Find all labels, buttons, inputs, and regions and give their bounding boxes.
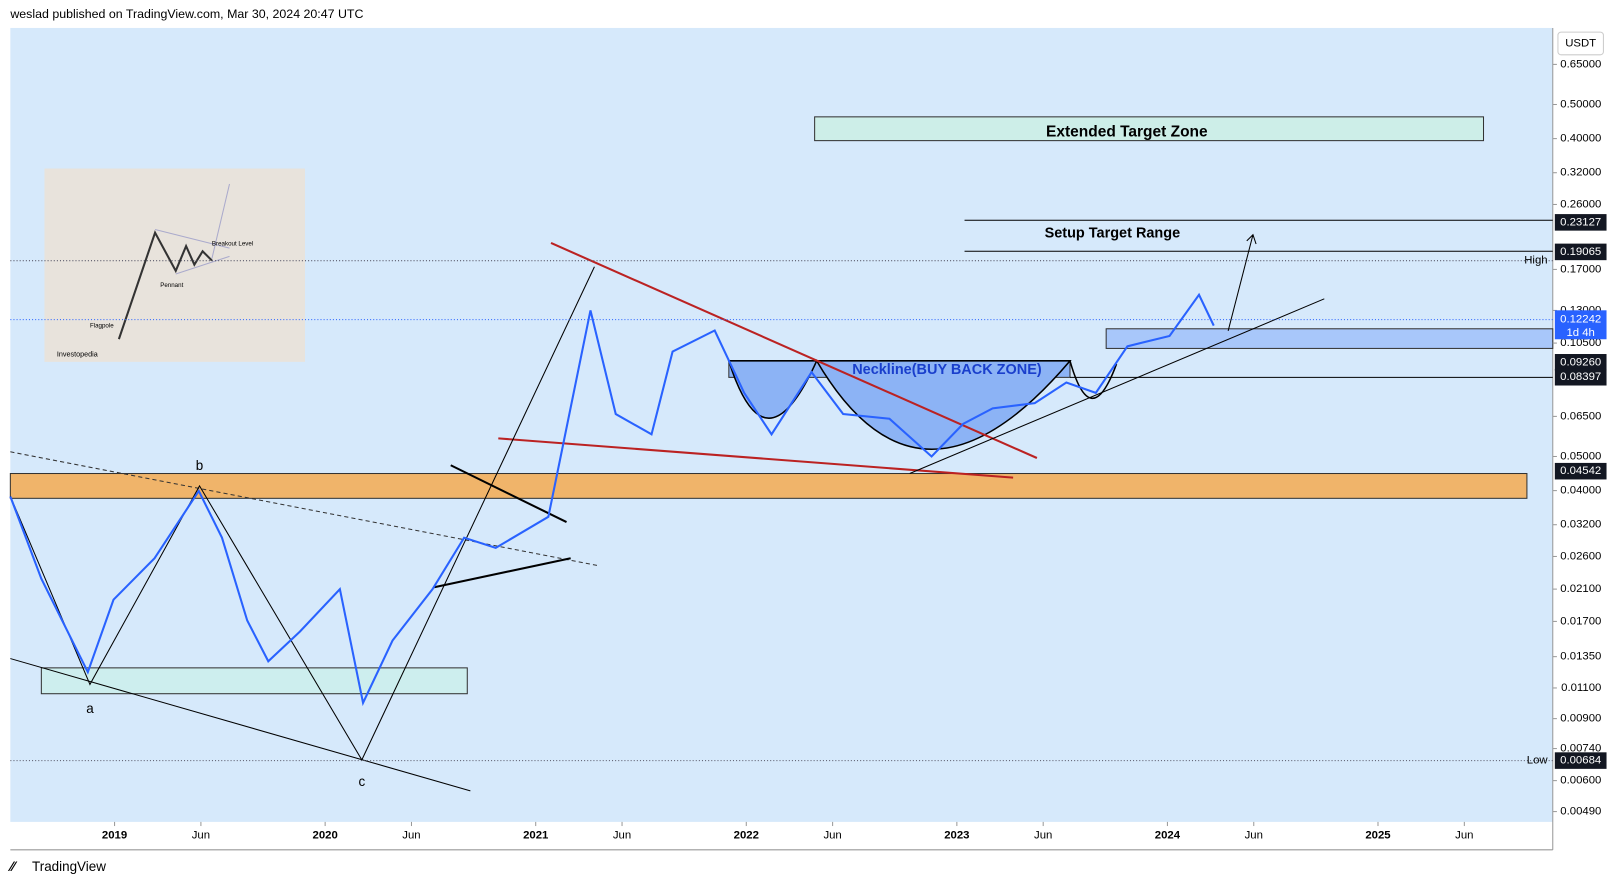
annotation: Neckline(BUY BACK ZONE)	[852, 362, 1042, 378]
last-price-tag	[1554, 310, 1607, 340]
price-tag-label: 0.23127	[1560, 216, 1601, 228]
currency-box[interactable]	[1557, 31, 1604, 56]
arrow	[1227, 233, 1257, 331]
price-tag	[1554, 214, 1607, 231]
x-tick-label: 2022	[734, 829, 759, 841]
interval-label: 1d 4h	[1566, 327, 1594, 339]
price-tag-label: 0.04542	[1560, 465, 1601, 477]
logo: ⁄⁄	[7, 859, 17, 874]
x-tick-label: 2020	[313, 829, 338, 841]
price-tag	[1554, 243, 1607, 261]
trend-line	[450, 464, 567, 524]
y-tick-label: 0.50000	[1560, 98, 1601, 110]
price-tag	[1554, 354, 1607, 371]
point-label: a	[86, 701, 94, 716]
y-tick-label: 0.65000	[1560, 58, 1601, 70]
y-tick-label: 0.26000	[1560, 198, 1601, 210]
plot-area	[10, 27, 1553, 822]
y-tick-label: 0.01700	[1560, 615, 1601, 627]
inset: Breakout Level Pennant Flagpole Investop…	[44, 168, 305, 362]
y-tick-label: 0.04000	[1560, 485, 1601, 497]
x-tick-label: 2025	[1365, 829, 1390, 841]
price-tag	[1554, 752, 1607, 769]
price-tag-label: 0.19065	[1560, 246, 1601, 258]
price-tag	[1554, 368, 1607, 386]
price-tag-label: 0.09260	[1560, 356, 1601, 368]
y-tick-label: 0.02100	[1560, 583, 1601, 595]
y-tick-label: 0.03200	[1560, 519, 1601, 531]
price-tag-label: 0.08397	[1560, 371, 1601, 383]
price-tag	[1554, 462, 1607, 480]
y-tick-label: 0.32000	[1560, 167, 1601, 179]
inset-line	[154, 229, 230, 249]
trend-line	[433, 557, 571, 589]
trend-line	[498, 437, 1014, 479]
trend-line	[909, 298, 1325, 474]
x-tick-label: Jun	[192, 829, 210, 841]
y-tick-label: 0.00740	[1560, 743, 1601, 755]
inset-line	[117, 230, 213, 340]
header: weslad published on TradingView.com, Mar…	[9, 7, 363, 21]
annotation: Setup Target Range	[1045, 226, 1181, 242]
y-tick-label: 0.17000	[1560, 263, 1601, 275]
inset-text: Breakout Level	[212, 241, 253, 248]
x-tick-label: Jun	[613, 829, 631, 841]
level-label: Low	[1527, 755, 1549, 767]
y-tick-label: 0.00600	[1560, 775, 1601, 787]
price-tag-label: 0.00684	[1560, 755, 1601, 767]
x-tick-label: Jun	[1245, 829, 1263, 841]
inset-text: Investopedia	[57, 350, 99, 359]
y-tick-label: 0.10500	[1560, 337, 1601, 349]
annotation: Extended Target Zone	[1046, 123, 1208, 140]
support-zone	[9, 472, 1528, 499]
point-label: b	[196, 458, 203, 473]
last-price-label: 0.12242	[1560, 314, 1601, 326]
x-tick-label: 2019	[102, 829, 127, 841]
zone	[40, 667, 468, 695]
inset-line	[175, 255, 230, 275]
y-tick-label: 0.02600	[1560, 550, 1601, 562]
x-tick-label: Jun	[402, 829, 420, 841]
y-tick-label: 0.00490	[1560, 806, 1601, 818]
point-label: c	[358, 774, 365, 789]
inset-text: Pennant	[160, 282, 183, 289]
footer-brand: TradingView	[32, 859, 106, 874]
inset-line	[211, 183, 231, 259]
inset-bg	[44, 168, 305, 362]
level-label: High	[1524, 255, 1547, 267]
x-tick-label: Jun	[1455, 829, 1473, 841]
target-zone	[814, 116, 1485, 142]
trend-line	[10, 451, 598, 567]
y-tick-label: 0.00900	[1560, 713, 1601, 725]
y-tick-label: 0.40000	[1560, 133, 1601, 145]
x-tick-label: 2024	[1155, 829, 1181, 841]
y-tick-label: 0.05000	[1560, 450, 1601, 462]
x-tick-label: 2023	[944, 829, 969, 841]
y-tick-label: 0.01100	[1561, 682, 1601, 694]
trend-line	[550, 242, 1038, 459]
currency: USDT	[1565, 37, 1596, 49]
y-tick-label: 0.06500	[1560, 410, 1601, 422]
inset-text: Flagpole	[90, 322, 114, 329]
price-line	[9, 292, 1215, 707]
trend-line	[10, 658, 471, 792]
x-tick-label: 2021	[523, 829, 548, 841]
x-tick-label: Jun	[1034, 829, 1052, 841]
y-tick-label: 0.01350	[1560, 651, 1601, 663]
x-tick-label: Jun	[823, 829, 841, 841]
